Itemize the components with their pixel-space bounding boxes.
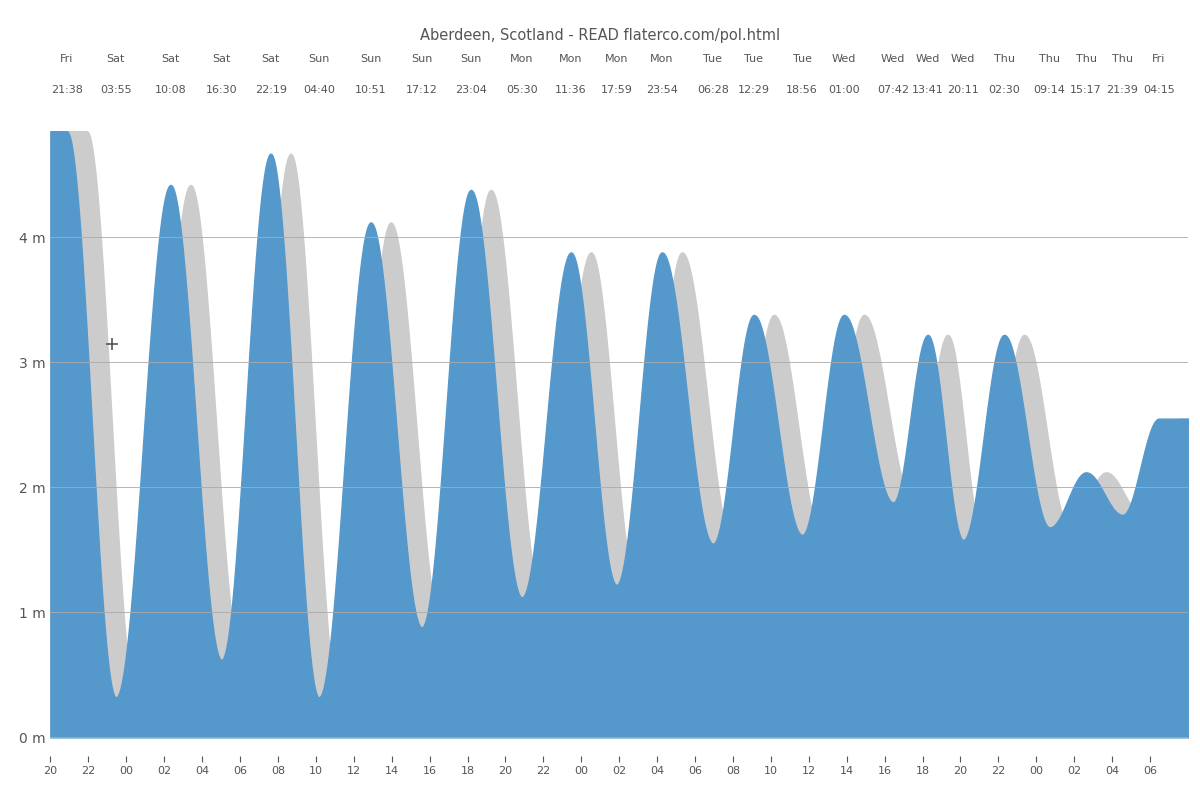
Text: Mon: Mon [559, 54, 583, 64]
Text: Sat: Sat [212, 54, 230, 64]
Text: Tue: Tue [744, 54, 763, 64]
Text: 09:14: 09:14 [1033, 85, 1066, 94]
Text: 06:28: 06:28 [697, 85, 728, 94]
Text: 01:00: 01:00 [828, 85, 860, 94]
Text: Thu: Thu [1112, 54, 1133, 64]
Text: Wed: Wed [952, 54, 976, 64]
Text: Wed: Wed [881, 54, 905, 64]
Text: 21:38: 21:38 [50, 85, 83, 94]
Text: 16:30: 16:30 [205, 85, 238, 94]
Text: Wed: Wed [832, 54, 856, 64]
Text: Wed: Wed [916, 54, 940, 64]
Text: Mon: Mon [650, 54, 673, 64]
Text: 10:08: 10:08 [155, 85, 186, 94]
Text: Aberdeen, Scotland - READ flaterco.com/pol.html: Aberdeen, Scotland - READ flaterco.com/p… [420, 28, 780, 43]
Text: Thu: Thu [1039, 54, 1060, 64]
Text: 12:29: 12:29 [738, 85, 770, 94]
Text: 04:15: 04:15 [1144, 85, 1175, 94]
Text: Tue: Tue [793, 54, 811, 64]
Text: 02:30: 02:30 [989, 85, 1020, 94]
Text: 20:11: 20:11 [947, 85, 979, 94]
Text: 18:56: 18:56 [786, 85, 818, 94]
Text: 03:55: 03:55 [100, 85, 132, 94]
Text: Thu: Thu [1075, 54, 1097, 64]
Text: Thu: Thu [994, 54, 1015, 64]
Text: 10:51: 10:51 [355, 85, 386, 94]
Text: 13:41: 13:41 [912, 85, 943, 94]
Text: 23:54: 23:54 [646, 85, 678, 94]
Text: Sun: Sun [460, 54, 481, 64]
Text: Sat: Sat [161, 54, 180, 64]
Text: Tue: Tue [703, 54, 722, 64]
Text: Sat: Sat [262, 54, 280, 64]
Text: 15:17: 15:17 [1070, 85, 1102, 94]
Text: Fri: Fri [60, 54, 73, 64]
Text: 17:12: 17:12 [406, 85, 438, 94]
Text: Sun: Sun [308, 54, 330, 64]
Text: 04:40: 04:40 [302, 85, 335, 94]
Text: 22:19: 22:19 [254, 85, 287, 94]
Text: Mon: Mon [510, 54, 534, 64]
Text: Sat: Sat [107, 54, 125, 64]
Text: 05:30: 05:30 [506, 85, 538, 94]
Text: Mon: Mon [605, 54, 629, 64]
Text: 17:59: 17:59 [600, 85, 632, 94]
Text: Sun: Sun [360, 54, 382, 64]
Text: Sun: Sun [412, 54, 432, 64]
Text: 23:04: 23:04 [455, 85, 487, 94]
Text: Fri: Fri [1152, 54, 1165, 64]
Text: 07:42: 07:42 [877, 85, 910, 94]
Text: 21:39: 21:39 [1106, 85, 1139, 94]
Text: 11:36: 11:36 [556, 85, 587, 94]
